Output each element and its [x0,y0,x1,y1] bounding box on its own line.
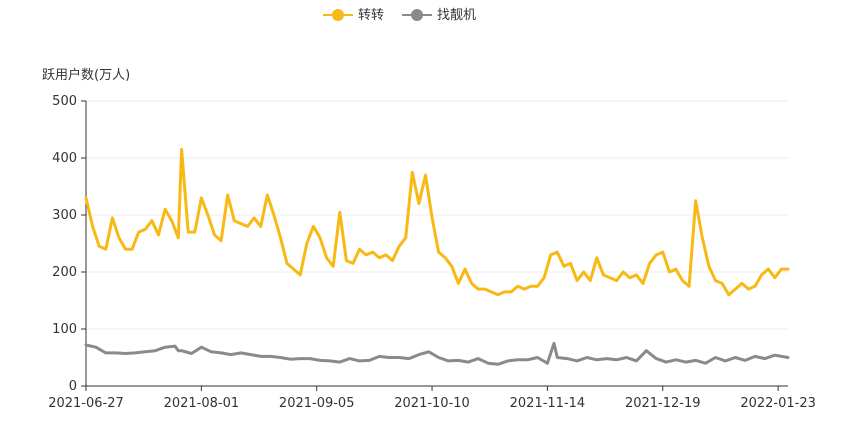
legend-marker-1 [411,9,423,21]
series-line-0 [84,148,790,297]
legend-label-1: 找靓机 [437,8,476,23]
x-tick-label-0: 2021-06-27 [48,396,124,411]
x-tick-label-5: 2021-12-19 [625,396,701,411]
x-tick-label-1: 2021-08-01 [164,396,240,411]
y-tick-label-0: 0 [69,379,77,394]
y-axis: 0 100 200 300 400 500 [52,94,87,394]
x-tick-label-3: 2021-10-10 [394,396,470,411]
grid [86,100,788,330]
y-tick-label-5: 500 [52,94,77,109]
x-axis: 2021-06-27 2021-08-01 2021-09-05 2021-10-10… [48,385,816,411]
y-axis-label: 跃用户数(万人) [42,67,130,83]
x-tick-label-6: 2022-01-23 [740,396,816,411]
legend-label-0: 转转 [358,8,384,23]
legend-item-1[interactable]: 找靓机 [402,8,476,23]
x-tick-label-4: 2021-11-14 [510,396,586,411]
y-tick-label-2: 200 [52,265,77,280]
x-tick-label-2: 2021-09-05 [279,396,355,411]
legend[interactable]: 转转 找靓机 [323,8,476,23]
y-tick-label-1: 100 [52,322,77,337]
y-tick-label-3: 300 [52,208,77,223]
y-tick-label-4: 400 [52,151,77,166]
series-group [84,148,790,366]
legend-marker-0 [332,9,344,21]
series-line-1 [84,341,790,366]
legend-item-0[interactable]: 转转 [323,8,384,23]
